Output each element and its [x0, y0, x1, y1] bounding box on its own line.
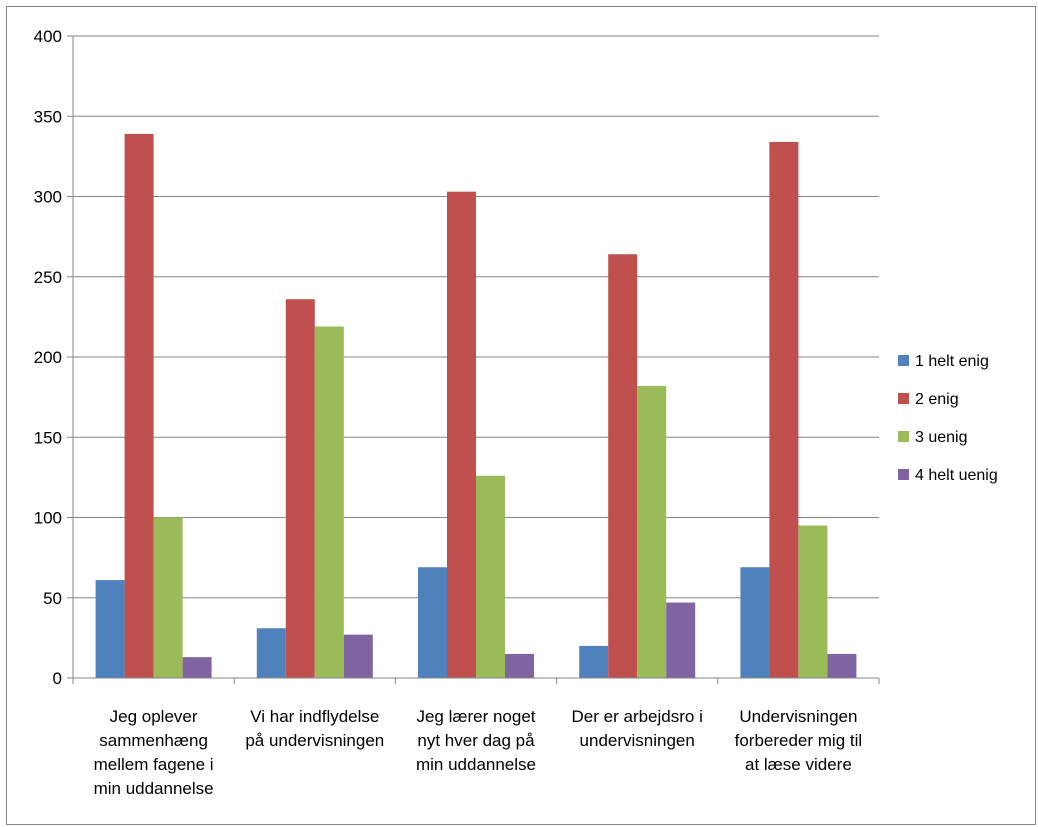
x-tick-label: Jeg oplever sammenhæng mellem fagene i min …	[94, 707, 214, 798]
legend-label: 1 helt enig	[915, 353, 989, 370]
legend-label: 2 enig	[915, 391, 959, 408]
y-tick-label: 400	[34, 27, 62, 46]
bar-3-1	[153, 517, 183, 678]
bar-3-2	[314, 326, 344, 678]
y-tick-label: 0	[53, 669, 62, 688]
bar-3-3	[476, 475, 505, 678]
x-tick-label-line: undervisningen	[580, 731, 695, 750]
x-tick-label-line: mellem fagene i	[94, 755, 214, 774]
bar-1-4	[579, 645, 609, 678]
bar-1-1	[95, 580, 125, 678]
bar-1-3	[418, 567, 447, 678]
legend-label: 3 uenig	[915, 429, 968, 446]
x-tick-label-line: på undervisningen	[245, 731, 384, 750]
x-tick-label-line: Jeg lærer noget	[416, 707, 535, 726]
bar-3-4	[637, 385, 667, 678]
x-tick-label: Jeg lærer noget nyt hver dag på min uddann…	[416, 707, 536, 774]
x-tick-label: Der er arbejdsro i undervisningen	[572, 707, 703, 750]
bar-4-3	[505, 653, 534, 678]
y-tick-label: 350	[34, 107, 62, 126]
x-tick-label-line: min uddannelse	[94, 779, 214, 798]
chart-frame	[6, 6, 1036, 825]
legend-swatch	[898, 469, 909, 480]
x-tick-label-line: Undervisningen	[739, 707, 857, 726]
bar-3-5	[798, 525, 828, 678]
axes: 0 50 100 150 200 250 300 350 400 Jeg oplever samme…	[34, 27, 880, 798]
x-tick-label-line: forbereder mig til	[735, 731, 863, 750]
y-tick-label: 50	[43, 589, 62, 608]
y-tick-label: 300	[34, 188, 62, 207]
bar-1-5	[740, 567, 770, 678]
x-tick-label-line: sammenhæng	[99, 731, 208, 750]
x-tick-label-line: at læse videre	[745, 755, 852, 774]
bar-2-4	[608, 254, 638, 678]
legend-label: 4 helt uenig	[915, 467, 998, 484]
y-tick-label: 200	[34, 348, 62, 367]
legend: 1 helt enig 2 enig 3 uenig 4 helt uenig	[898, 353, 998, 484]
legend-swatch	[898, 355, 909, 366]
bar-4-1	[182, 657, 212, 678]
bar-2-2	[285, 299, 315, 678]
x-tick-label-line: nyt hver dag på	[417, 731, 535, 750]
bar-2-5	[769, 141, 799, 678]
bar-4-4	[666, 602, 696, 678]
bar-2-1	[124, 133, 154, 678]
bar-4-5	[827, 653, 857, 678]
x-tick-label: Vi har indflydelse på undervisningen	[245, 707, 384, 750]
y-tick-label: 250	[34, 268, 62, 287]
x-tick-label-line: Jeg oplever	[110, 707, 198, 726]
legend-swatch	[898, 431, 909, 442]
bar-2-3	[447, 191, 476, 678]
x-tick-label-line: Der er arbejdsro i	[572, 707, 703, 726]
bar-4-2	[343, 634, 373, 678]
legend-swatch	[898, 393, 909, 404]
bar-1-2	[256, 628, 286, 678]
x-tick-label-line: Vi har indflydelse	[250, 707, 379, 726]
y-tick-label: 150	[34, 428, 62, 447]
bars	[95, 133, 857, 678]
x-tick-label-line: min uddannelse	[416, 755, 536, 774]
y-tick-label: 100	[34, 509, 62, 528]
x-tick-label: Undervisningen forbereder mig til at læse …	[735, 707, 863, 774]
